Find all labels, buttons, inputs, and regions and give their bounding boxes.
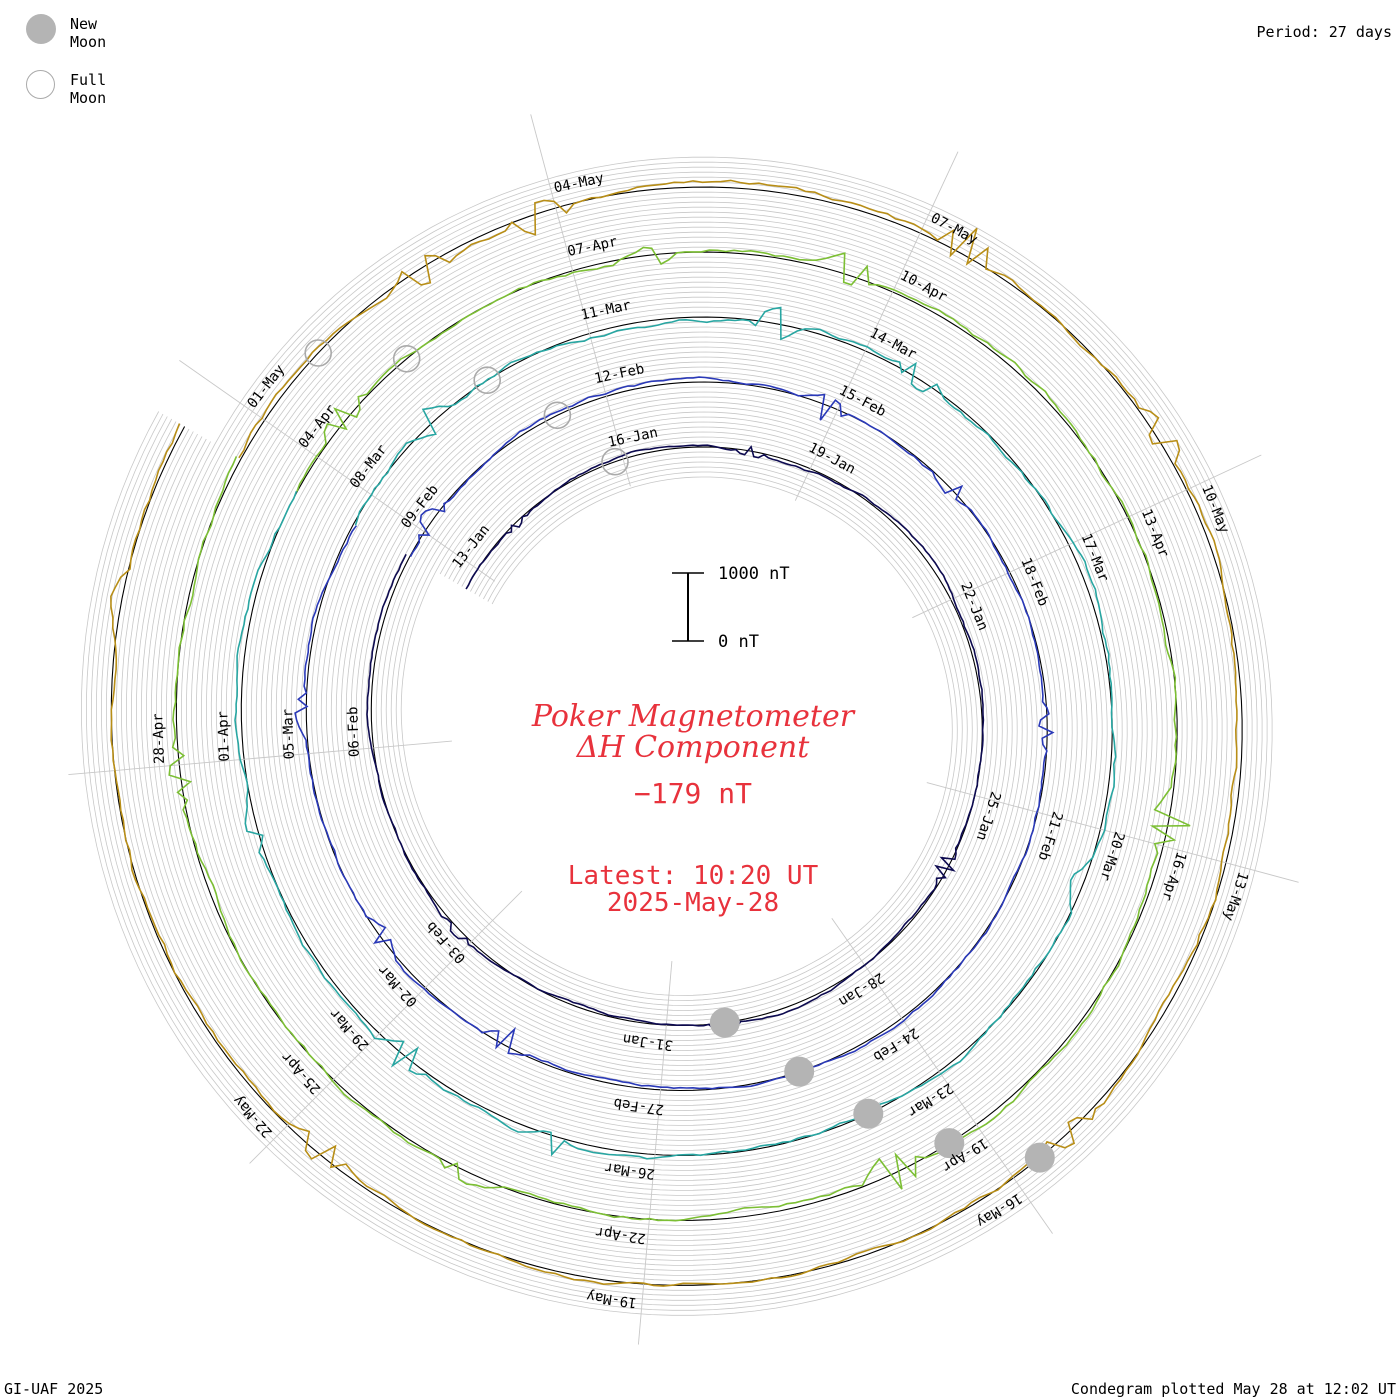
- title-line-2: ΔH Component: [576, 730, 810, 765]
- date-label: 06-Feb: [345, 706, 363, 757]
- full-moon-icon: [26, 70, 55, 99]
- latest-date: 2025-May-28: [607, 888, 779, 918]
- grid-ring: [101, 176, 1253, 1296]
- date-label: 28-Apr: [150, 713, 168, 764]
- series-apr-trace: [168, 246, 1191, 1222]
- full-moon-marker: [601, 447, 629, 476]
- plotted-timestamp: Condegram plotted May 28 at 12:02 UT: [1070, 1380, 1396, 1398]
- day-spoke: [794, 151, 959, 501]
- grid-ring: [116, 191, 1238, 1281]
- series-traces: [110, 179, 1238, 1287]
- date-label: 22-Apr: [594, 1223, 646, 1246]
- full-moon-marker: [304, 339, 333, 367]
- center-title: Poker Magnetometer ΔH Component −179 nT …: [531, 699, 856, 918]
- full-moon-marker: [473, 366, 502, 395]
- new-moon-marker: [853, 1098, 884, 1129]
- day-spokes: [68, 114, 1299, 1345]
- period-label: Period: 27 days: [1256, 23, 1392, 41]
- scale-bar: 1000 nT 0 nT: [672, 564, 790, 652]
- grid-ring: [96, 171, 1258, 1301]
- date-label: 05-Mar: [280, 709, 298, 760]
- series-jan-trace: [366, 444, 985, 1033]
- grid-ring: [106, 181, 1248, 1291]
- day-spoke: [249, 890, 523, 1164]
- new-moon-icon: [26, 14, 56, 44]
- date-label: 26-Mar: [604, 1159, 656, 1182]
- grid-ring: [141, 216, 1213, 1256]
- credit-label: GI-UAF 2025: [4, 1380, 104, 1398]
- latest-time: Latest: 10:20 UT: [568, 861, 819, 891]
- grid-rings: [81, 156, 1273, 1316]
- grid-ring: [136, 211, 1218, 1261]
- series-may-trace: [110, 179, 1238, 1287]
- day-spoke: [912, 454, 1262, 619]
- grid-ring: [91, 166, 1263, 1306]
- title-line-1: Poker Magnetometer: [531, 699, 856, 734]
- full-moon-marker: [392, 344, 421, 373]
- series-mar-trace: [234, 306, 1117, 1160]
- date-label: 16-Apr: [1158, 850, 1189, 903]
- moon-markers: [304, 339, 1055, 1173]
- legend-new-moon-label: New Moon: [70, 15, 107, 51]
- grid-ring: [81, 156, 1273, 1316]
- new-moon-marker: [784, 1056, 815, 1087]
- legend-full-moon-label: Full Moon: [70, 71, 107, 107]
- date-label: 27-Feb: [613, 1095, 665, 1118]
- date-label: 01-May: [244, 362, 288, 412]
- day-spoke: [831, 917, 1053, 1234]
- date-label: 19-May: [585, 1288, 637, 1311]
- grid-ring: [126, 201, 1228, 1271]
- full-moon-marker: [543, 401, 572, 430]
- scale-bottom-label: 0 nT: [718, 632, 759, 652]
- grid-ring: [121, 196, 1233, 1276]
- current-value: −179 nT: [634, 777, 752, 810]
- date-label: 13-Jan: [449, 522, 493, 572]
- new-moon-marker: [1024, 1142, 1055, 1173]
- day-spoke: [179, 360, 496, 582]
- day-spoke: [68, 740, 452, 776]
- day-spoke: [637, 961, 673, 1345]
- day-spoke: [926, 782, 1299, 883]
- date-label: 25-Jan: [973, 789, 1004, 842]
- date-label: 13-May: [1220, 870, 1251, 923]
- grid-ring: [131, 206, 1223, 1266]
- date-label: 01-Apr: [215, 711, 233, 762]
- date-label: 04-Apr: [296, 402, 340, 452]
- new-moon-marker: [709, 1007, 740, 1038]
- date-label: 21-Feb: [1035, 809, 1066, 862]
- series-feb-trace: [294, 376, 1055, 1090]
- grid-ring: [86, 161, 1268, 1311]
- date-label: 31-Jan: [622, 1030, 674, 1053]
- new-moon-marker: [934, 1128, 965, 1159]
- scale-top-label: 1000 nT: [718, 564, 790, 584]
- day-spoke: [530, 114, 631, 487]
